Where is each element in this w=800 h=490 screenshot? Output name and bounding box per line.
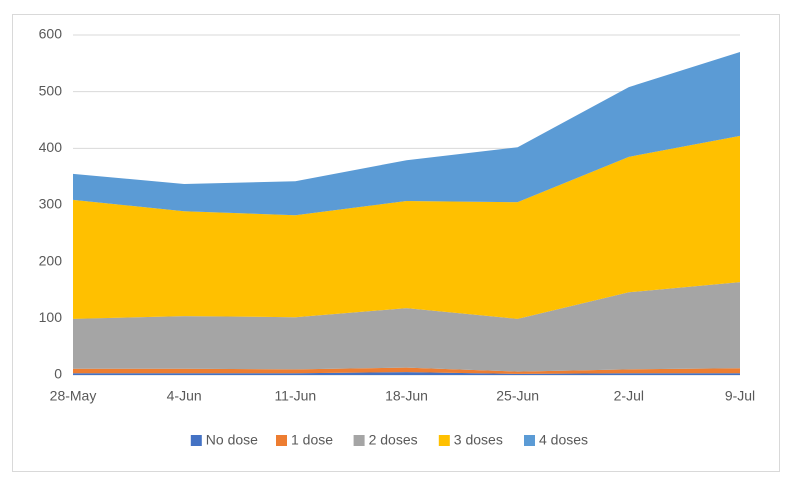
- legend: No dose 1 dose 2 doses 3 doses 4 doses: [190, 432, 588, 448]
- x-tick-label: 2-Jul: [614, 388, 644, 404]
- area: [73, 52, 740, 216]
- x-tick-label: 4-Jun: [167, 388, 202, 404]
- areas: [73, 52, 740, 375]
- legend-swatch: [353, 435, 365, 446]
- y-tick-label: 200: [39, 252, 63, 268]
- labels: 0 100 200 300 400 500 600 28-May 4-Jun 11-Jun 18-J…: [39, 26, 756, 404]
- x-tick-label: 18-Jun: [385, 388, 428, 404]
- y-tick-label: 300: [39, 196, 63, 212]
- legend-swatch: [438, 435, 450, 446]
- area: [73, 372, 740, 375]
- area: [73, 367, 740, 374]
- area: [73, 282, 740, 372]
- y-tick-label: 500: [39, 82, 63, 98]
- legend-swatch: [524, 435, 535, 446]
- y-tick-label: 600: [39, 26, 63, 42]
- legend-label: 2 doses: [369, 432, 418, 448]
- x-tick-label: 9-Jul: [725, 388, 755, 404]
- x-tick-label: 28-May: [50, 388, 97, 404]
- y-tick-label: 0: [54, 366, 62, 382]
- y-tick-label: 400: [39, 139, 63, 155]
- legend-swatch: [190, 435, 202, 446]
- legend-label: No dose: [206, 432, 258, 448]
- legend-label: 3 doses: [454, 432, 503, 448]
- legend-label: 1 dose: [291, 432, 333, 448]
- x-tick-label: 25-Jun: [496, 388, 539, 404]
- area: [73, 135, 740, 319]
- legend-swatch: [276, 435, 287, 446]
- legend-label: 4 doses: [539, 432, 588, 448]
- x-tick-label: 11-Jun: [274, 388, 316, 404]
- y-tick-label: 100: [39, 309, 63, 325]
